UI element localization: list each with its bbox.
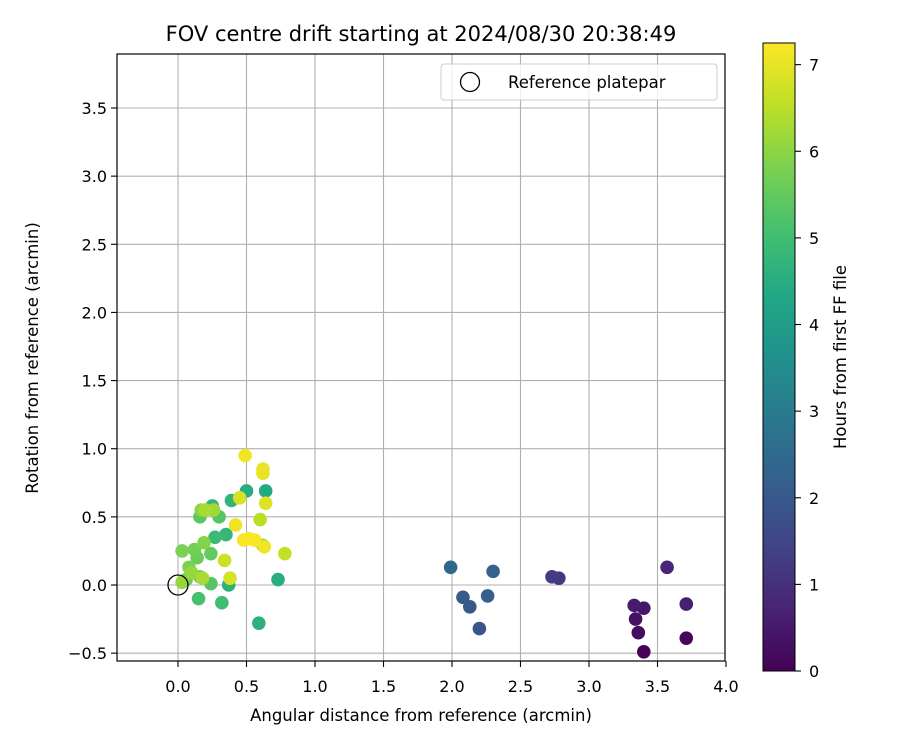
data-point [256,462,270,476]
data-point [257,540,272,554]
data-point [247,533,262,547]
data-point [456,590,470,605]
data-point [545,570,559,584]
data-point [197,535,211,550]
data-point [472,621,487,636]
y-axis-ticks: −0.5 0.0 0.5 1.0 1.5 2.0 2.5 3.0 3.5 [68,99,117,663]
data-point [184,565,199,580]
colorbar-ticks: 0 1 2 3 4 5 6 7 [795,56,819,681]
x-tick-label: 2.0 [439,677,464,696]
data-point [223,571,237,585]
colorbar-tick-label: 1 [809,575,819,594]
colorbar-gradient [762,42,796,672]
colorbar-tick-label: 0 [809,662,819,681]
data-point [232,490,247,505]
data-point [628,612,643,626]
data-point [228,518,243,532]
x-tick-label: 3.0 [576,677,601,696]
y-tick-label: 1.5 [82,372,107,391]
data-point [175,544,189,558]
x-tick-label: 0.5 [234,677,259,696]
chart-title: FOV centre drift starting at 2024/08/30 … [166,22,677,46]
y-tick-label: −0.5 [68,644,107,663]
data-point [253,512,267,527]
data-point [195,571,210,585]
data-point [486,564,500,579]
legend: Reference platepar [440,63,718,101]
y-tick-label: 3.0 [82,167,107,186]
data-points [167,448,694,659]
data-point [198,503,213,517]
colorbar-tick-label: 6 [809,142,819,161]
data-point [215,595,229,610]
data-point [208,530,222,545]
data-point [480,589,495,603]
colorbar-tick-label: 5 [809,229,819,248]
legend-marker-icon [459,71,481,93]
data-point [631,625,646,640]
data-point [219,527,233,542]
x-axis-ticks: 0.0 0.5 1.0 1.5 2.0 2.5 3.0 3.5 4.0 [165,661,739,696]
data-point [271,572,285,587]
data-point [258,484,273,498]
data-point [443,560,458,575]
data-point [637,644,651,659]
x-tick-label: 1.5 [371,677,396,696]
colorbar-label: Hours from first FF file [831,265,850,449]
data-point [463,600,477,614]
y-tick-label: 0.5 [82,508,107,527]
x-tick-label: 0.0 [165,677,190,696]
data-point [627,598,642,613]
reference-platepar-marker [167,574,189,596]
y-tick-label: 2.5 [82,235,107,254]
data-point [679,631,694,645]
colorbar-tick-label: 4 [809,316,819,335]
y-tick-label: 0.0 [82,576,107,595]
data-point [660,560,674,575]
data-point [204,546,218,561]
grid [117,54,725,661]
data-point [191,591,206,606]
data-point [252,616,266,630]
colorbar: 0 1 2 3 4 5 6 7 Hours from first FF file [762,42,850,681]
y-tick-label: 1.0 [82,440,107,459]
legend-box [440,63,718,101]
legend-label: Reference platepar [508,73,666,92]
x-tick-label: 1.0 [302,677,327,696]
y-axis-label: Rotation from reference (arcmin) [23,222,42,494]
data-point [258,496,273,511]
y-tick-label: 3.5 [82,99,107,118]
data-point [278,546,292,561]
x-tick-label: 3.5 [645,677,670,696]
colorbar-tick-label: 3 [809,402,819,421]
x-axis-label: Angular distance from reference (arcmin) [250,706,592,725]
colorbar-tick-label: 7 [809,56,819,75]
colorbar-tick-label: 2 [809,489,819,508]
data-point [679,597,694,611]
data-point [187,542,202,557]
plot-frame [116,53,726,662]
data-point [217,553,232,568]
x-tick-label: 4.0 [713,677,738,696]
data-point [238,448,252,463]
x-tick-label: 2.5 [508,677,533,696]
y-tick-label: 2.0 [82,303,107,322]
